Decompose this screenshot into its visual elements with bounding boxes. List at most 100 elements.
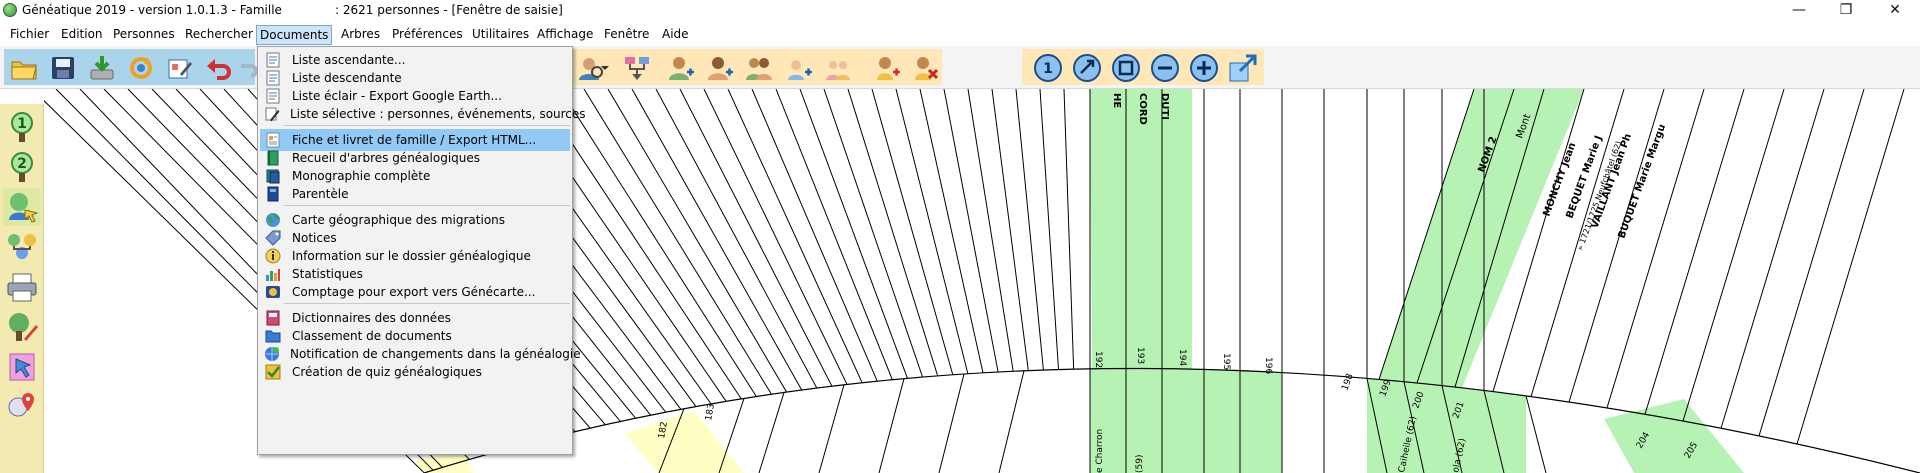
menu-fichier[interactable]: Fichier [10, 27, 50, 41]
documents-menu-item[interactable]: Parentèle [260, 183, 570, 205]
menu-rechercher[interactable]: Rechercher [185, 27, 253, 41]
delete-person-icon[interactable] [908, 51, 942, 85]
documents-menu-item[interactable]: Carte géographique des migrations [260, 209, 570, 231]
edit-tree-icon[interactable] [3, 308, 41, 346]
svg-text:1: 1 [17, 116, 27, 132]
fan-chart-arc [423, 367, 1920, 473]
close-button[interactable]: ✕ [1889, 2, 1901, 18]
fan-chart-radial-line [1416, 89, 1515, 384]
fan-chart-cell-divider [878, 378, 905, 473]
fan-chart-radial-line [1720, 89, 1825, 429]
fan-chart-radial-line [847, 89, 939, 376]
menu-edition[interactable]: Edition [61, 27, 103, 41]
window-title-status: : 2621 personnes - [Fenêtre de saisie] [335, 3, 563, 17]
add-child-icon[interactable] [782, 51, 816, 85]
documents-menu-item[interactable]: Recueil d'arbres généalogiques [260, 147, 570, 169]
map-marker-icon[interactable] [3, 388, 41, 426]
green-book-icon [264, 149, 282, 167]
fan-chart-radial-line [991, 89, 1029, 371]
documents-menu-item[interactable]: Monographie complète [260, 165, 570, 187]
fan-chart-inner-cell [1442, 385, 1484, 473]
menu-utilitaires[interactable]: Utilitaires [472, 27, 530, 41]
pointer-person-icon[interactable] [3, 188, 41, 226]
add-siblings-icon[interactable] [822, 51, 856, 85]
documents-menu-item[interactable]: Information sur le dossier généalogique [260, 245, 570, 267]
download-icon[interactable] [85, 51, 119, 85]
zoom-in-icon[interactable] [1187, 51, 1221, 85]
person-link-icon[interactable] [870, 51, 904, 85]
menu-personnes[interactable]: Personnes [113, 27, 175, 41]
maximize-button[interactable]: ❐ [1839, 2, 1853, 18]
documents-menu-item[interactable]: Liste descendante [260, 67, 570, 89]
open-folder-icon[interactable] [7, 51, 41, 85]
fan-chart-radial-line [871, 89, 954, 375]
documents-menu-item-label: Liste ascendante... [292, 53, 406, 67]
undo-icon[interactable] [202, 51, 236, 85]
menu-fenetre[interactable]: Fenêtre [604, 27, 650, 41]
documents-menu-item-label: Dictionnaires des données [292, 311, 451, 325]
menu-arbres[interactable]: Arbres [341, 27, 381, 41]
fan-chart-radial-line [1492, 89, 1585, 392]
chevron-down-icon[interactable] [598, 51, 612, 85]
fan-chart-radial-line [775, 89, 893, 380]
zoom-out-icon[interactable] [1148, 51, 1182, 85]
zoom-full-icon[interactable] [1109, 51, 1143, 85]
menu-aide[interactable]: Aide [662, 27, 689, 41]
documents-menu-item[interactable]: Fiche et livret de famille / Export HTML… [260, 129, 570, 151]
fan-chart-radial-line [1682, 89, 1785, 422]
fan-chart-radial-line [1606, 89, 1705, 409]
documents-menu-item[interactable]: Liste sélective : personnes, événements,… [260, 103, 586, 125]
svg-text:2: 2 [17, 156, 27, 172]
documents-menu-item-label: Fiche et livret de famille / Export HTML… [292, 133, 537, 147]
fan-chart-person-name: CORD [1137, 93, 1148, 125]
menu-documents[interactable]: Documents [256, 25, 333, 45]
tree-link-icon[interactable] [620, 51, 654, 85]
add-couple-icon[interactable] [742, 51, 776, 85]
minimize-button[interactable]: — [1792, 2, 1806, 18]
generation-2-icon[interactable]: 2 [3, 148, 41, 186]
fan-chart-cell-divider [1525, 395, 1547, 473]
documents-menu-item[interactable]: Création de quiz généalogiques [260, 361, 570, 383]
fan-chart-sector [1090, 89, 1192, 370]
dictionary-icon [264, 309, 282, 327]
menu-affichage[interactable]: Affichage [537, 27, 594, 41]
add-person-female-icon[interactable] [703, 51, 737, 85]
fan-chart-sector-number: 193 [1135, 347, 1145, 364]
app-icon [3, 3, 17, 17]
family-tree-icon[interactable] [3, 228, 41, 266]
refresh-icon[interactable] [124, 51, 158, 85]
redo-icon[interactable] [232, 51, 266, 85]
documents-menu-item[interactable]: Dictionnaires des données [260, 307, 570, 329]
fan-chart-radial-line [607, 89, 788, 393]
fan-chart-cell-divider [818, 384, 845, 473]
documents-menu-item[interactable]: Notices [260, 227, 570, 249]
documents-menu-item[interactable]: Liste ascendante... [260, 49, 570, 71]
save-icon[interactable] [46, 51, 80, 85]
fan-chart-radial-line [823, 89, 924, 378]
documents-menu-item[interactable]: Comptage pour export vers Génécarte... [260, 281, 570, 303]
documents-menu-item[interactable]: Statistiques [260, 263, 570, 285]
documents-menu-item-label: Liste éclair - Export Google Earth... [292, 89, 502, 103]
add-person-icon[interactable] [664, 51, 698, 85]
fan-chart-cell-divider [758, 392, 785, 473]
documents-menu-item[interactable]: Classement de documents [260, 325, 570, 347]
documents-menu-item[interactable]: Liste éclair - Export Google Earth... [260, 85, 570, 107]
zoom-1-icon[interactable]: 1 [1031, 51, 1065, 85]
menu-preferences[interactable]: Préférences [392, 27, 463, 41]
map-export-icon [264, 283, 282, 301]
generation-1-icon[interactable]: 1 [3, 108, 41, 146]
fan-chart-sector-number: 194 [1177, 349, 1187, 366]
zoom-fit-icon[interactable] [1070, 51, 1104, 85]
documents-menu-item-label: Création de quiz généalogiques [292, 365, 482, 379]
cursor-icon[interactable] [3, 348, 41, 386]
fan-chart-sector-number: 182 [657, 421, 670, 440]
edit-card-icon[interactable] [163, 51, 197, 85]
fan-chart-cell-divider [938, 373, 965, 473]
info-icon [264, 247, 282, 265]
toolbar: 1 [0, 46, 1920, 89]
print-icon[interactable] [3, 268, 41, 306]
fan-chart-radial-line [1015, 89, 1044, 371]
documents-menu-item[interactable]: Notification de changements dans la géné… [260, 343, 581, 365]
expand-window-icon[interactable] [1226, 51, 1260, 85]
search-person-icon[interactable] [574, 51, 608, 85]
